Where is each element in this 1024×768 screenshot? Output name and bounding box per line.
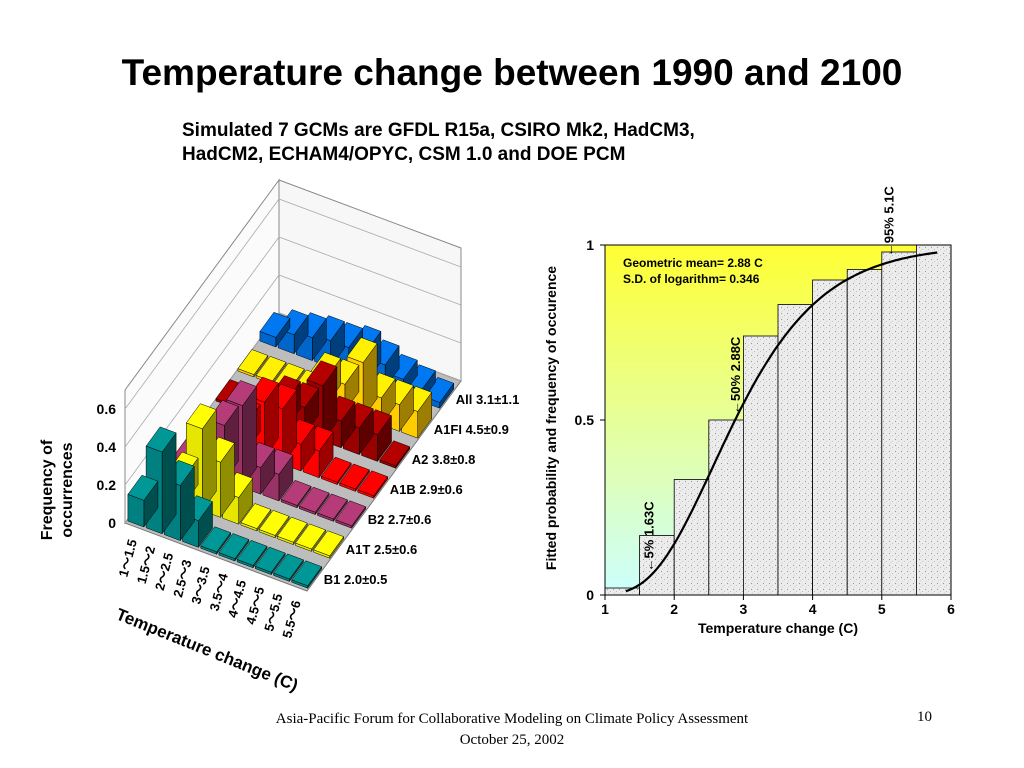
series-label: B1 2.0±0.5 [324,572,388,587]
footer-line-2: October 25, 2002 [459,732,565,748]
y-axis-label-line-1: Frequency of [39,439,56,540]
histogram-bar [812,279,848,596]
bar-front [237,368,255,378]
chart-3d-histogram: 0 0.2 0.4 0.6 All 3.1±1.1 A1FI 4.5±0.9 A2 3.8±… [39,178,520,695]
bar [200,526,232,555]
y-tick-label: 0.6 [97,401,117,417]
bar [273,553,304,583]
x-tick-label: 6 [947,601,955,617]
x-axis-label: Temperature change (C) [698,620,858,636]
x-tick-label: 2 [670,601,678,617]
bar-front [258,529,276,539]
series-label: A2 3.8±0.8 [412,452,476,467]
bar [320,456,352,486]
bar [218,533,250,562]
bar-front [317,512,334,522]
histogram-bar [777,304,813,596]
series-label: A1FI 4.5±0.9 [434,422,509,437]
y-tick-label: 0 [586,587,594,603]
bar [236,539,268,569]
bar [254,546,286,576]
bar [276,516,308,546]
bar [339,463,370,493]
bar [298,486,330,516]
bar [317,493,348,523]
footer-line-1: Asia-Pacific Forum for Collaborative Mod… [275,711,749,727]
histogram-bar [743,335,779,596]
histogram-bar [708,419,744,596]
bar-front [379,459,396,469]
bar-front [255,565,272,575]
histogram-bar [916,244,952,596]
slide-subtitle: Simulated 7 GCMs are GFDL R15a, CSIRO Mk… [182,119,695,167]
bar-front [200,545,217,555]
bar [259,311,291,348]
y-axis-label: Fitted probability and frequency of occu… [543,266,559,570]
bar-front [313,549,330,559]
x-tick-label: 5 [878,601,886,617]
bar-front [299,505,316,515]
bar [258,509,290,539]
slide-footer: Asia-Pacific Forum for Collaborative Mod… [0,709,1024,751]
gridline [124,236,462,448]
y-tick-label: 0.5 [575,412,595,428]
histogram-bar [604,587,640,596]
x-tick-label: 3 [740,601,748,617]
bar-front [240,522,258,532]
chart-cumulative-probability: 1 2 3 4 5 6 0 0.5 1 Temperature change (C) Fitted … [543,186,955,636]
y-tick-label: 0.4 [97,439,117,455]
series-label: A1B 2.9±0.6 [390,482,463,497]
bar-front [357,489,374,499]
bar-front [277,535,294,545]
bar [237,349,269,378]
series-label: All 3.1±1.1 [456,392,520,407]
histogram-bar [673,479,710,596]
histogram-bar [881,251,917,596]
percentile-5-label: ←5% 1.63C [642,501,657,572]
bar-front [335,519,352,529]
percentile-95-label: ←95% 5.1C [882,186,897,257]
gridline [124,198,462,410]
bar [280,479,312,509]
bar-front [127,494,145,528]
bar-front [259,331,277,348]
y-tick-label: 1 [586,237,594,253]
x-tick-label: 4 [809,601,817,617]
bar [295,523,326,553]
bar [240,503,272,532]
bar-front [280,499,298,509]
bar-front [236,559,254,569]
bar [335,500,367,529]
y-axis-label-line-2: occurrences [59,442,76,537]
fitted-curve [625,251,938,593]
bar-front [321,475,338,485]
stats-sd-log: S.D. of logarithm= 0.346 [623,272,760,286]
slide-title: Temperature change between 1990 and 2100 [121,52,903,93]
subtitle-line-1: Simulated 7 GCMs are GFDL R15a, CSIRO Mk… [182,120,695,141]
bar [313,530,345,559]
bar-front [218,552,236,562]
y-axis-label: Frequency of occurrences [39,439,76,540]
bar-front [295,542,312,552]
stats-geometric-mean: Geometric mean= 2.88 C [623,256,763,270]
y-tick-label: 0.2 [97,477,117,493]
gridline [124,274,462,486]
subtitle-line-2: HadCM2, ECHAM4/OPYC, CSM 1.0 and DOE PCM [182,144,626,165]
percentile-50-label: ←50% 2.88C [728,336,743,414]
slide-number: 10 [917,709,932,725]
bar-front [291,579,308,589]
histogram-bar [846,269,883,596]
y-tick-label: 0 [108,515,116,531]
bar [379,440,411,469]
bar [357,470,389,499]
bar [127,474,159,528]
bar-front [273,572,290,582]
bar [291,560,323,589]
series-label: B2 2.7±0.6 [368,512,432,527]
series-label: A1T 2.5±0.6 [346,542,417,557]
bar-front [339,482,356,492]
x-tick-label: 1 [601,601,609,617]
